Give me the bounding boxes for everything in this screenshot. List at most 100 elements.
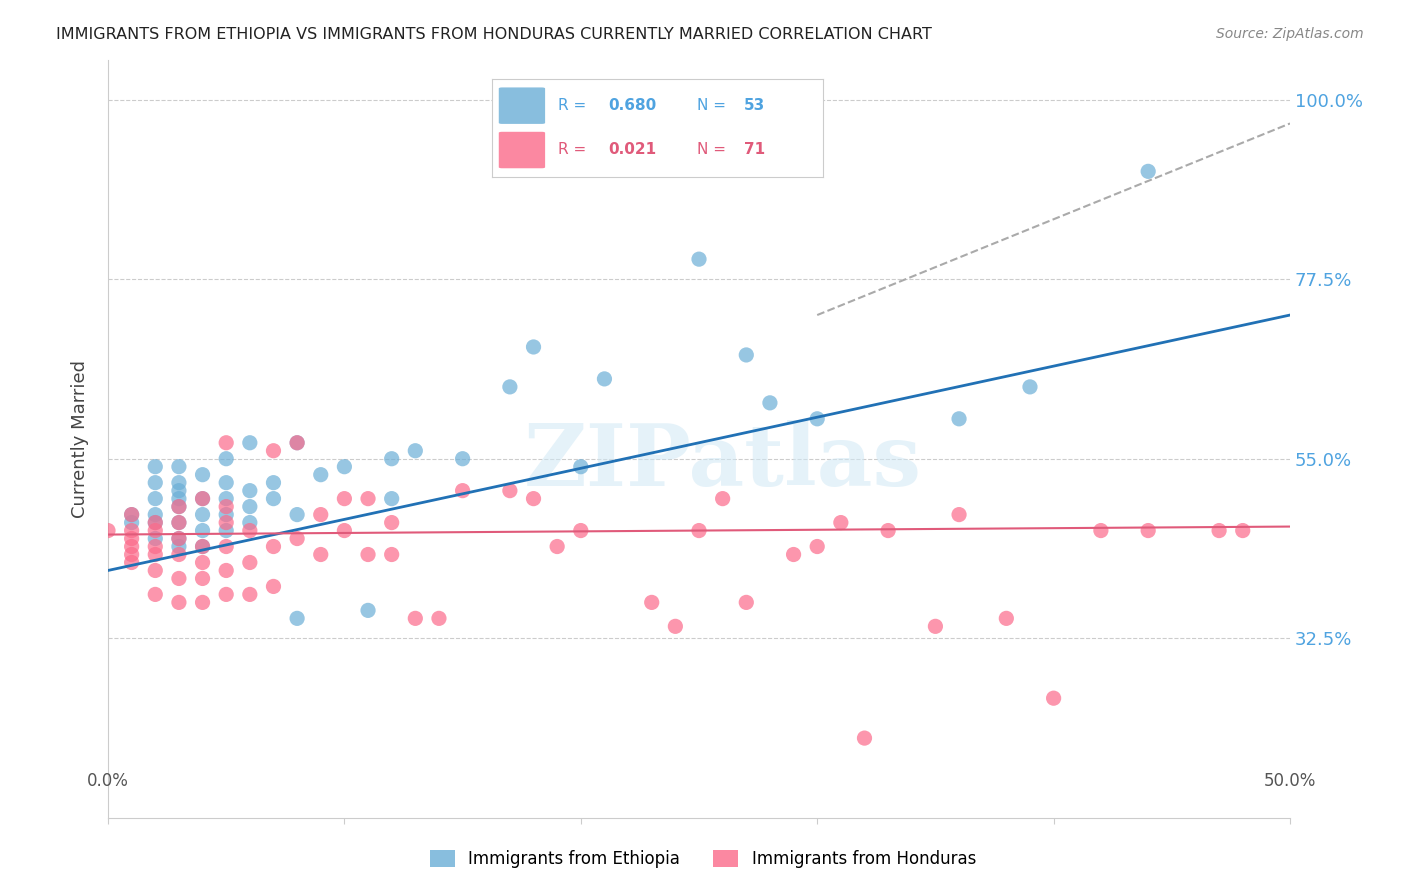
Point xyxy=(1232,524,1254,538)
Point xyxy=(995,611,1018,625)
Point xyxy=(546,540,568,554)
Point xyxy=(664,619,686,633)
Point xyxy=(191,467,214,482)
Point xyxy=(451,451,474,466)
Point xyxy=(121,540,143,554)
Point xyxy=(569,524,592,538)
Point xyxy=(239,483,262,498)
Point xyxy=(167,491,190,506)
Point xyxy=(143,508,166,522)
Point xyxy=(285,508,308,522)
Point xyxy=(688,524,710,538)
Point xyxy=(522,491,544,506)
Point xyxy=(191,540,214,554)
Point xyxy=(167,548,190,562)
Point xyxy=(285,435,308,450)
Point xyxy=(191,491,214,506)
Point xyxy=(167,532,190,546)
Point xyxy=(569,459,592,474)
Point xyxy=(263,491,285,506)
Point xyxy=(215,491,238,506)
Text: IMMIGRANTS FROM ETHIOPIA VS IMMIGRANTS FROM HONDURAS CURRENTLY MARRIED CORRELATI: IMMIGRANTS FROM ETHIOPIA VS IMMIGRANTS F… xyxy=(56,27,932,42)
Point xyxy=(121,532,143,546)
Point xyxy=(333,491,356,506)
Point xyxy=(499,483,522,498)
Point xyxy=(121,524,143,538)
Point xyxy=(427,611,450,625)
Point xyxy=(759,396,782,410)
Point xyxy=(1042,691,1064,706)
Point xyxy=(121,508,143,522)
Point xyxy=(143,524,166,538)
Point xyxy=(191,491,214,506)
Point xyxy=(167,459,190,474)
Point xyxy=(167,500,190,514)
Point xyxy=(263,540,285,554)
Point xyxy=(143,548,166,562)
Point xyxy=(121,556,143,570)
Point xyxy=(853,731,876,745)
Point xyxy=(167,571,190,585)
Point xyxy=(782,548,804,562)
Point xyxy=(309,467,332,482)
Text: 0.0%: 0.0% xyxy=(87,772,129,790)
Point xyxy=(239,516,262,530)
Point xyxy=(215,516,238,530)
Point xyxy=(593,372,616,386)
Point xyxy=(688,252,710,267)
Point xyxy=(239,556,262,570)
Point xyxy=(143,587,166,601)
Point xyxy=(285,532,308,546)
Text: Source: ZipAtlas.com: Source: ZipAtlas.com xyxy=(1216,27,1364,41)
Point xyxy=(121,516,143,530)
Point xyxy=(121,548,143,562)
Point xyxy=(404,611,426,625)
Point xyxy=(285,435,308,450)
Point xyxy=(735,348,758,362)
Point xyxy=(499,380,522,394)
Point xyxy=(711,491,734,506)
Point xyxy=(191,595,214,609)
Point xyxy=(215,587,238,601)
Point xyxy=(1137,524,1160,538)
Point xyxy=(167,500,190,514)
Point xyxy=(381,516,404,530)
Point xyxy=(924,619,946,633)
Point xyxy=(357,548,380,562)
Point xyxy=(239,524,262,538)
Point xyxy=(215,475,238,490)
Point xyxy=(263,475,285,490)
Point xyxy=(167,595,190,609)
Point xyxy=(167,532,190,546)
Point xyxy=(735,595,758,609)
Point xyxy=(143,540,166,554)
Point xyxy=(239,500,262,514)
Text: ZIPatlas: ZIPatlas xyxy=(523,419,922,503)
Point xyxy=(806,540,828,554)
Point xyxy=(285,611,308,625)
Point xyxy=(215,435,238,450)
Point xyxy=(263,443,285,458)
Point xyxy=(143,475,166,490)
Point xyxy=(167,475,190,490)
Point xyxy=(215,564,238,578)
Point xyxy=(239,435,262,450)
Point xyxy=(333,524,356,538)
Point xyxy=(948,412,970,426)
Point xyxy=(143,564,166,578)
Point xyxy=(215,524,238,538)
Point xyxy=(309,548,332,562)
Point xyxy=(191,524,214,538)
Point xyxy=(239,587,262,601)
Point xyxy=(1137,164,1160,178)
Point xyxy=(357,603,380,617)
Point xyxy=(357,491,380,506)
Point xyxy=(451,483,474,498)
Text: 50.0%: 50.0% xyxy=(1264,772,1316,790)
Point xyxy=(381,491,404,506)
Point xyxy=(143,516,166,530)
Point xyxy=(143,532,166,546)
Point xyxy=(191,556,214,570)
Point xyxy=(333,459,356,474)
Point xyxy=(167,516,190,530)
